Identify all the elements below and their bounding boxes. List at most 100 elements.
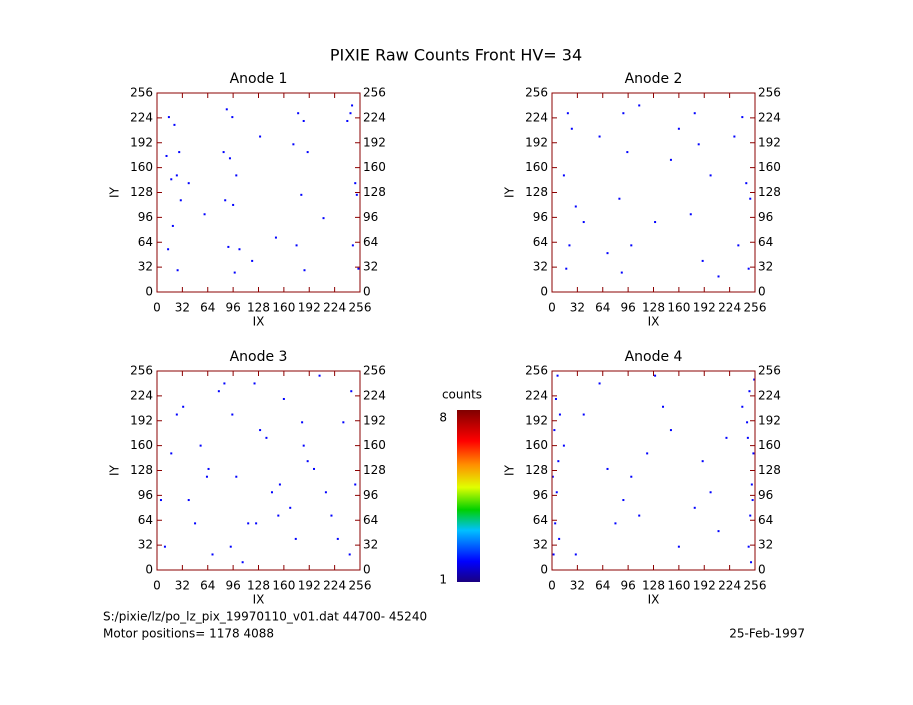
y-tick-label: 128	[525, 463, 548, 477]
count-dot	[178, 151, 181, 154]
x-tick-label: 224	[718, 301, 741, 315]
count-dot	[638, 514, 641, 517]
y-tick-label: 256	[363, 364, 386, 378]
y-tick-label: 64	[758, 513, 773, 527]
count-dot	[614, 522, 617, 525]
y-tick-label: 192	[525, 413, 548, 427]
y-tick-label: 96	[363, 210, 378, 224]
x-axis-label: IX	[253, 315, 265, 329]
count-dot	[297, 112, 300, 115]
count-dot	[274, 236, 277, 239]
x-tick-label: 224	[323, 579, 346, 593]
y-tick-label: 224	[363, 110, 386, 124]
y-axis-label: IY	[503, 464, 517, 476]
count-dot	[182, 405, 185, 408]
count-dot	[350, 390, 353, 393]
count-dot	[235, 174, 238, 177]
count-dot	[255, 522, 258, 525]
y-tick-label: 64	[363, 235, 378, 249]
count-dot	[697, 143, 700, 146]
x-tick-label: 160	[272, 579, 295, 593]
y-tick-label: 128	[758, 185, 781, 199]
x-axis-label: IX	[648, 593, 660, 607]
count-dot	[630, 244, 633, 247]
x-tick-label: 64	[595, 301, 610, 315]
count-dot	[259, 135, 262, 138]
y-axis-label: IY	[503, 186, 517, 198]
count-dot	[322, 217, 325, 220]
count-dot	[746, 421, 749, 424]
y-tick-label: 0	[363, 563, 371, 577]
y-tick-label: 256	[758, 364, 781, 378]
plot-frame	[551, 92, 756, 293]
count-dot	[751, 499, 754, 502]
x-tick-label: 128	[642, 301, 665, 315]
count-dot	[562, 444, 565, 447]
count-dot	[238, 248, 241, 251]
count-dot	[662, 405, 665, 408]
x-tick-label: 128	[247, 579, 270, 593]
y-tick-label: 64	[363, 513, 378, 527]
y-tick-label: 224	[130, 110, 153, 124]
y-tick-label: 32	[758, 260, 773, 274]
count-dot	[556, 374, 559, 377]
x-tick-label: 160	[667, 301, 690, 315]
count-dot	[606, 252, 609, 255]
count-dot	[235, 475, 238, 478]
y-tick-label: 192	[130, 135, 153, 149]
count-dot	[654, 374, 657, 377]
count-dot	[557, 460, 560, 463]
count-dot	[176, 269, 179, 272]
count-dot	[566, 112, 569, 115]
count-dot	[251, 259, 254, 262]
count-dot	[348, 553, 351, 556]
y-tick-label: 192	[363, 413, 386, 427]
y-tick-label: 32	[138, 260, 153, 274]
count-dot	[354, 182, 357, 185]
count-dot	[224, 199, 227, 202]
count-dot	[693, 506, 696, 509]
y-tick-label: 256	[758, 86, 781, 100]
count-dot	[167, 116, 170, 119]
count-dot	[354, 483, 357, 486]
colorbar-label: counts	[442, 388, 482, 402]
y-tick-label: 128	[758, 463, 781, 477]
count-dot	[170, 452, 173, 455]
y-tick-label: 192	[758, 413, 781, 427]
x-tick-label: 32	[570, 579, 585, 593]
count-dot	[555, 491, 558, 494]
count-dot	[750, 561, 753, 564]
count-dot	[582, 413, 585, 416]
count-dot	[562, 174, 565, 177]
count-dot	[598, 135, 601, 138]
count-dot	[342, 421, 345, 424]
y-tick-label: 64	[533, 513, 548, 527]
count-dot	[746, 436, 749, 439]
count-dot	[693, 112, 696, 115]
count-dot	[669, 429, 672, 432]
count-dot	[222, 151, 225, 154]
plot-frame	[156, 370, 361, 571]
count-dot	[749, 197, 752, 200]
x-tick-label: 256	[349, 579, 372, 593]
count-dot	[701, 259, 704, 262]
y-tick-label: 128	[130, 185, 153, 199]
y-tick-label: 64	[533, 235, 548, 249]
count-dot	[748, 390, 751, 393]
x-tick-label: 32	[175, 579, 190, 593]
y-tick-label: 32	[533, 260, 548, 274]
count-dot	[170, 178, 173, 181]
y-tick-label: 224	[363, 388, 386, 402]
y-tick-label: 192	[758, 135, 781, 149]
count-dot	[205, 475, 208, 478]
count-dot	[646, 452, 649, 455]
y-tick-label: 0	[145, 285, 153, 299]
count-dot	[302, 119, 305, 122]
y-tick-label: 224	[758, 110, 781, 124]
x-tick-label: 192	[693, 579, 716, 593]
count-dot	[163, 545, 166, 548]
count-dot	[568, 244, 571, 247]
y-tick-label: 0	[540, 285, 548, 299]
x-tick-label: 256	[349, 301, 372, 315]
y-tick-label: 0	[758, 285, 766, 299]
